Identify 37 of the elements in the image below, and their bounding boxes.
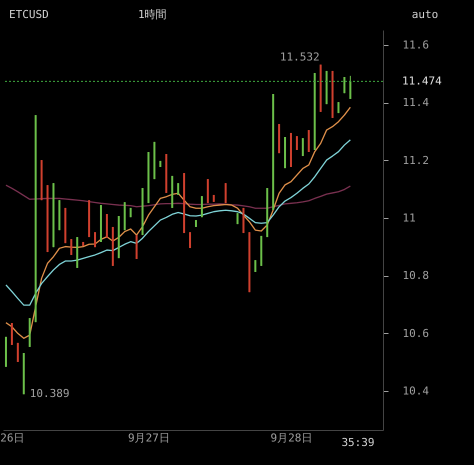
candlestick: [106, 213, 108, 238]
y-tick-label: 10.4: [402, 384, 430, 398]
candlestick: [302, 138, 304, 157]
ref-line-label: 11.474: [402, 74, 442, 88]
candlestick: [136, 234, 138, 260]
chart-title: ETCUSD: [9, 8, 49, 21]
candlestick: [296, 136, 298, 150]
candlestick: [10, 322, 13, 346]
candlestick: [70, 238, 72, 256]
y-tick-label: 11.6: [402, 38, 429, 52]
text: auto: [412, 8, 438, 21]
annotation: 11.532: [280, 50, 320, 64]
line-series: [5, 139, 351, 306]
y-tick-label: 10.8: [402, 269, 429, 282]
y-tick-label: 10.6: [402, 326, 429, 340]
candlestick: [177, 182, 180, 196]
line-series: [5, 184, 351, 209]
candlestick: [308, 130, 310, 152]
candlestick: [343, 76, 346, 94]
candlestick: [206, 178, 209, 204]
candlestick: [224, 182, 227, 204]
text: 35:39: [341, 436, 375, 449]
candlestick: [254, 260, 256, 272]
x-tick-label: 9月27日: [128, 432, 170, 444]
annotation: 10.389: [30, 387, 70, 400]
x-tick-label: 9月28日: [270, 432, 312, 444]
y-tick-label: 11: [402, 212, 416, 225]
candlestick: [16, 342, 19, 362]
chart-subtitle: 1時間: [138, 8, 167, 21]
candlestick: [349, 75, 352, 100]
candlestick: [94, 232, 96, 248]
line-series: [5, 106, 351, 339]
x-tick-label: 26日: [0, 432, 25, 444]
y-tick-label: 11.4: [402, 96, 430, 110]
candlestick: [189, 232, 192, 249]
y-tick-label: 11.2: [402, 154, 429, 167]
candlestick: [200, 196, 203, 218]
